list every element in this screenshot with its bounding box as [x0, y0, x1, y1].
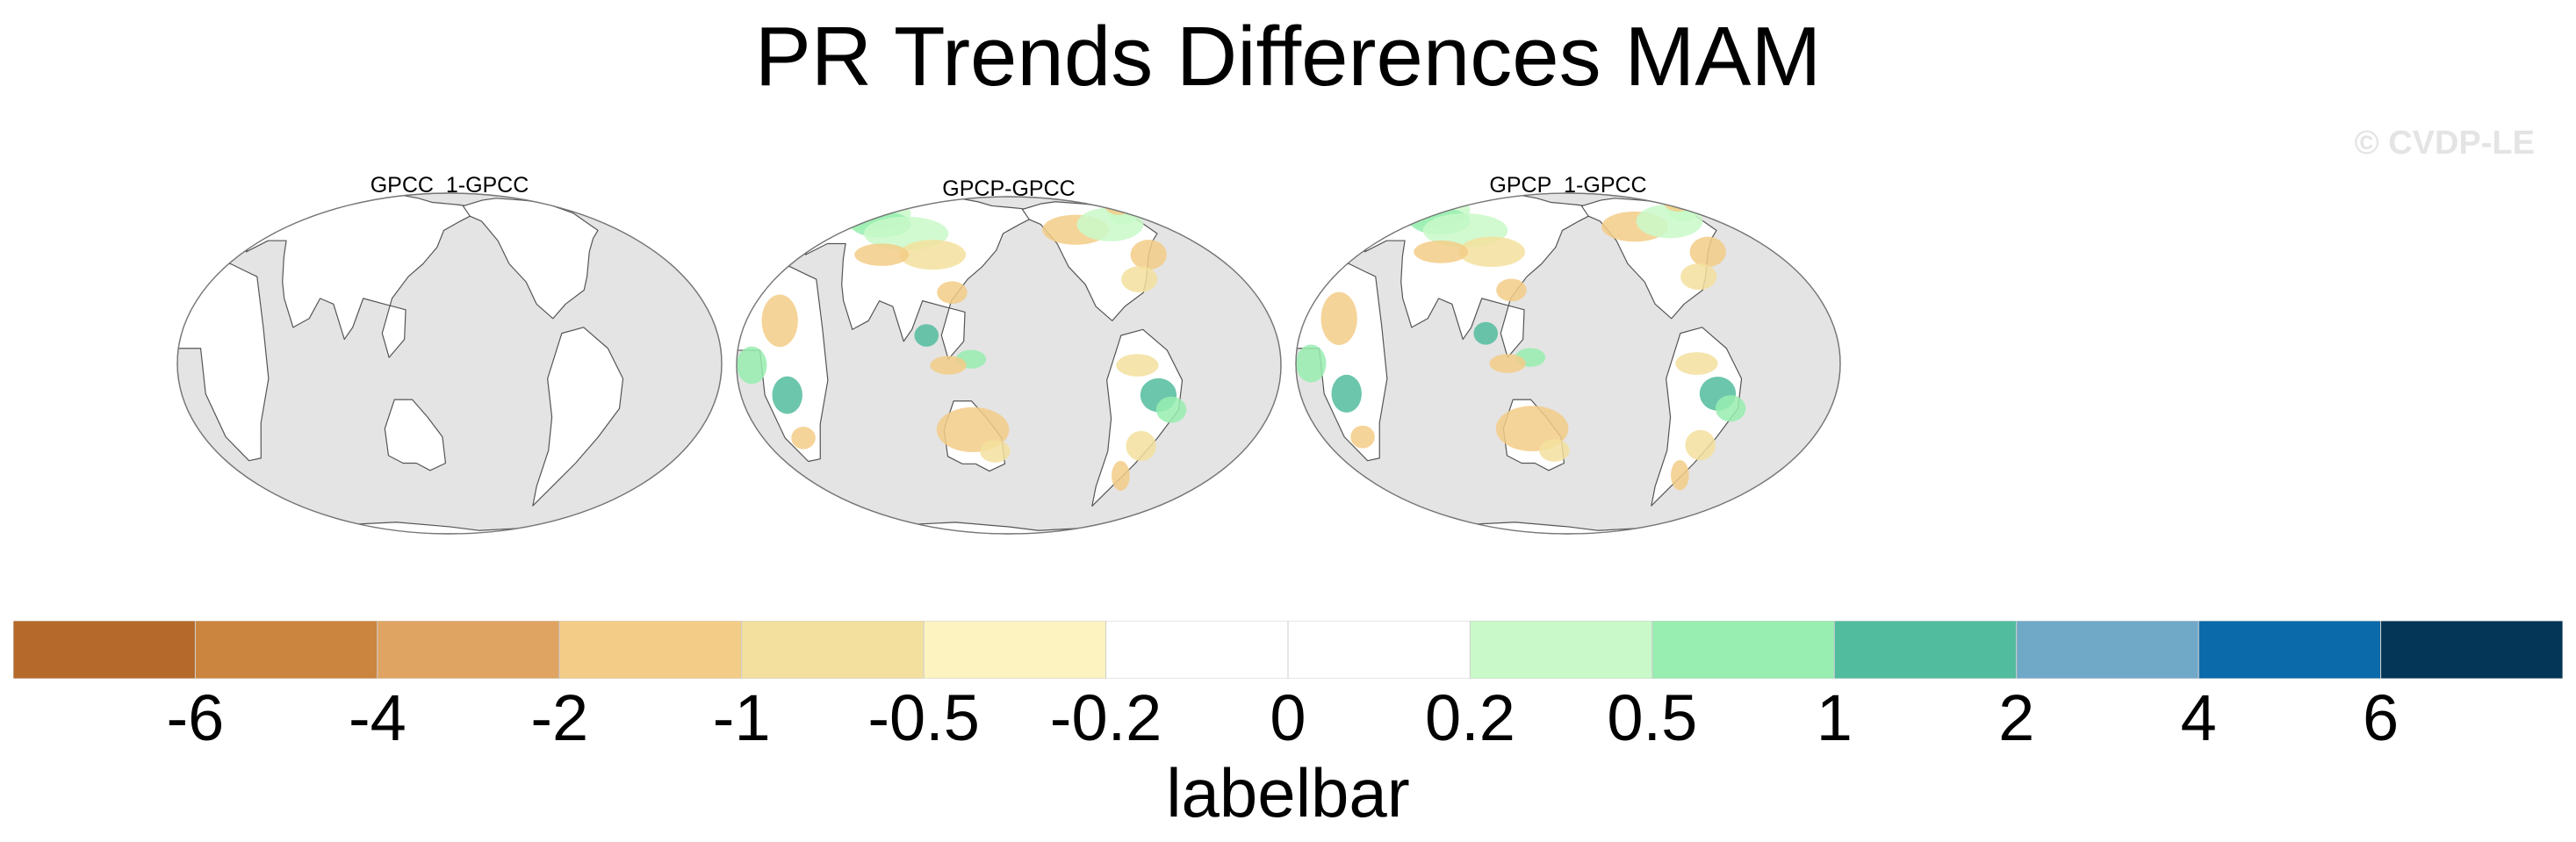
watermark: © CVDP-LE — [2354, 125, 2535, 162]
colorbar-tick-label: -6 — [166, 681, 225, 754]
colorbar-box — [923, 621, 1107, 679]
colorbar-box — [1833, 621, 2018, 679]
colorbar-label: labelbar — [1166, 754, 1410, 831]
trend-anomaly — [1685, 429, 1716, 461]
trend-anomaly — [1126, 430, 1156, 462]
world-map — [176, 192, 723, 535]
trend-anomaly — [937, 281, 968, 305]
map-border — [1295, 192, 1841, 535]
world-map — [1295, 192, 1841, 535]
colorbar-box — [377, 621, 560, 679]
trend-anomaly — [772, 376, 802, 414]
trend-anomaly — [1350, 425, 1375, 449]
trend-anomaly — [1155, 396, 1187, 423]
colorbar-tick-label: -0.2 — [1049, 681, 1162, 754]
trend-anomaly — [761, 294, 798, 348]
colorbar — [13, 621, 2563, 679]
trend-anomaly — [1715, 395, 1746, 422]
world-map — [736, 196, 1282, 535]
colorbar-box — [1287, 621, 1471, 679]
trend-anomaly — [1414, 240, 1469, 263]
trend-anomaly — [1458, 236, 1526, 268]
colorbar-box — [1469, 621, 1653, 679]
colorbar-tick-label: 0.5 — [1607, 681, 1698, 754]
colorbar-tick-label: -0.5 — [867, 681, 980, 754]
trend-anomaly — [1675, 352, 1718, 375]
trend-anomaly — [1116, 354, 1159, 377]
map-border — [176, 192, 723, 535]
colorbar-box — [558, 621, 743, 679]
colorbar-tick-label: -4 — [348, 681, 407, 754]
trend-anomaly — [1539, 439, 1570, 462]
colorbar-box — [1105, 621, 1289, 679]
trend-anomaly — [899, 240, 967, 270]
colorbar-box — [1651, 621, 1835, 679]
map-border — [736, 196, 1282, 535]
colorbar-box — [13, 621, 196, 679]
trend-anomaly — [1496, 278, 1527, 302]
colorbar-box — [741, 621, 925, 679]
trend-anomaly — [1689, 236, 1726, 268]
trend-anomaly — [737, 346, 767, 385]
colorbar-tick-label: 6 — [2362, 681, 2400, 754]
trend-anomaly — [980, 440, 1011, 463]
colorbar-tick-label: 0.2 — [1424, 681, 1515, 754]
map-panel-gpcc-1-gpcc: GPCC_1-GPCC — [174, 172, 725, 541]
trend-anomaly — [1331, 374, 1362, 413]
trend-anomaly — [1489, 354, 1526, 373]
trend-anomaly — [791, 426, 816, 450]
colorbar-tick-label: 4 — [2180, 681, 2217, 754]
trend-anomaly — [854, 243, 910, 266]
colorbar-tick-label: -1 — [712, 681, 771, 754]
land-australia — [384, 399, 447, 471]
trend-anomaly — [1680, 263, 1717, 291]
colorbar-tick-label: -2 — [530, 681, 589, 754]
colorbar-box — [2016, 621, 2199, 679]
map-panel-gpcp-gpcc: GPCP-GPCC — [733, 176, 1284, 541]
trend-anomaly — [1121, 266, 1158, 293]
land-samerica — [532, 327, 624, 507]
trend-anomaly — [1671, 459, 1689, 491]
colorbar-box — [2380, 621, 2563, 679]
map-panel-gpcp-1-gpcc: GPCP_1-GPCC — [1292, 172, 1844, 541]
trend-anomaly — [1320, 291, 1357, 345]
trend-anomaly — [1296, 344, 1327, 383]
trend-anomaly — [930, 356, 967, 375]
colorbar-tick-label: 1 — [1816, 681, 1853, 754]
trend-anomaly — [1473, 321, 1499, 345]
colorbar-tick-label: 0 — [1270, 681, 1306, 754]
figure-title: PR Trends Differences MAM — [754, 10, 1822, 104]
colorbar-box — [194, 621, 378, 679]
trend-anomaly — [1112, 460, 1130, 491]
trend-anomaly — [914, 324, 939, 347]
colorbar-tick-label: 2 — [1998, 681, 2035, 754]
colorbar-box — [2198, 621, 2382, 679]
trend-anomaly — [1130, 240, 1167, 270]
